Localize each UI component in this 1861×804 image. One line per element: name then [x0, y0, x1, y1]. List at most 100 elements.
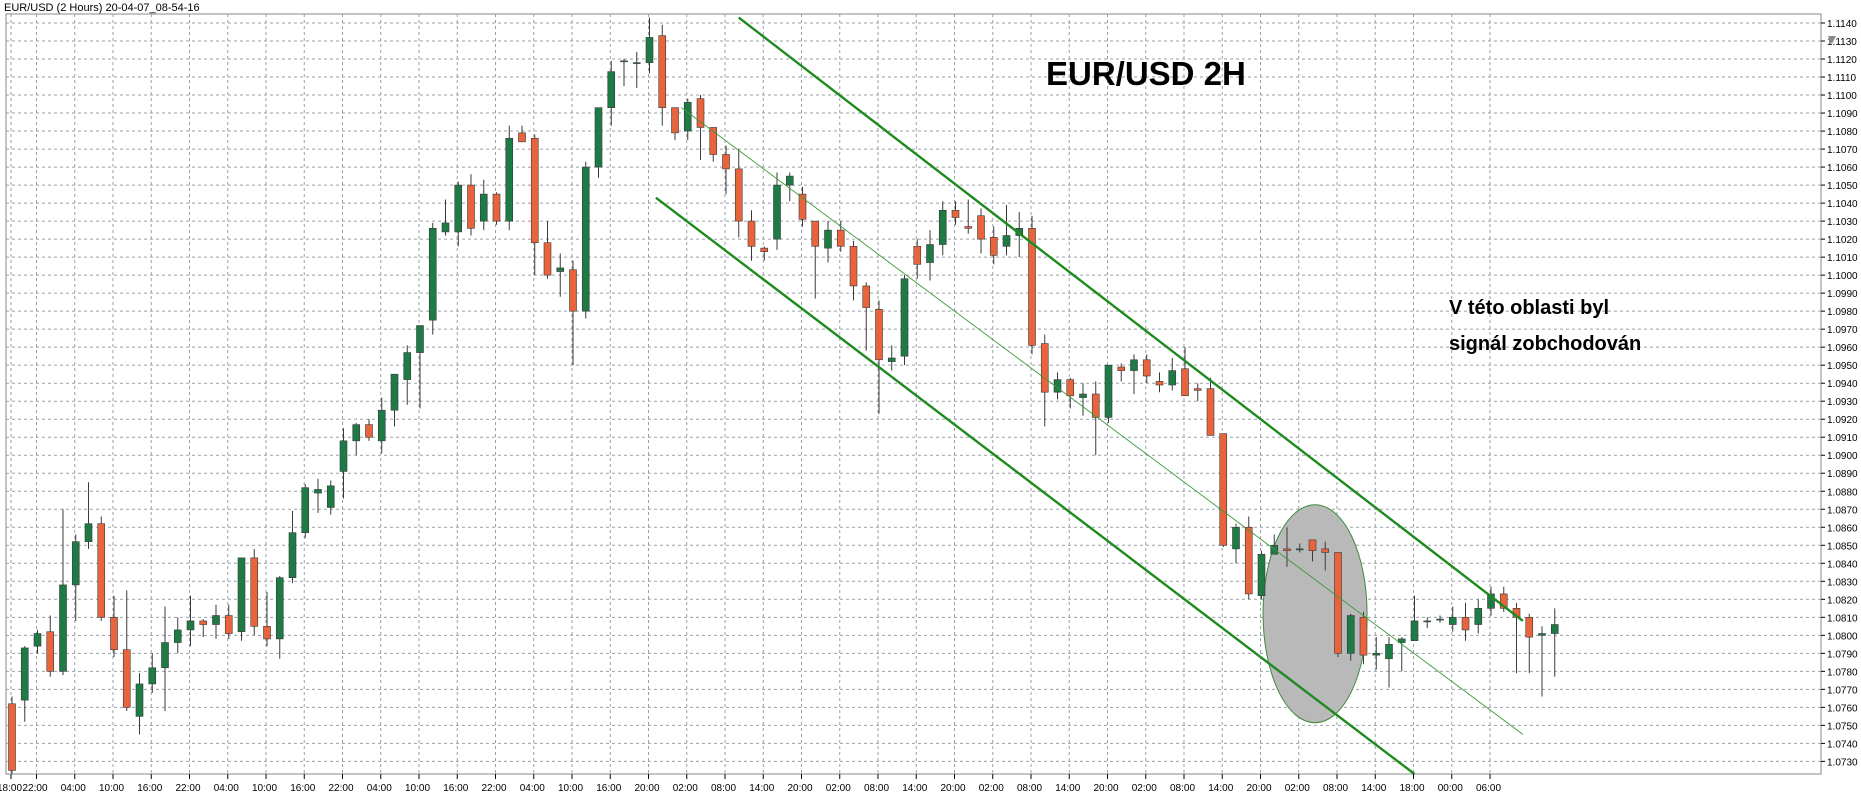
candle-body-bull [556, 267, 565, 272]
y-tick-label: 1.0940 [1827, 379, 1858, 390]
candle [454, 181, 463, 247]
candle-body-bull [135, 683, 144, 717]
candle [1181, 347, 1189, 397]
candle-body-bull [1474, 608, 1483, 625]
candle-body-bull [428, 228, 437, 321]
candle [161, 606, 169, 711]
candle [1219, 433, 1228, 548]
y-tick-label: 1.1020 [1827, 235, 1858, 246]
candle [1270, 534, 1279, 555]
candle-body-bull [161, 642, 169, 669]
y-tick-label: 1.0760 [1827, 703, 1858, 714]
candle [581, 161, 590, 319]
candle-body-bull [1257, 553, 1266, 597]
annotation-line-1: V této oblasti byl [1449, 297, 1609, 319]
y-tick-label: 1.1030 [1827, 217, 1858, 228]
candle-body-bull [59, 584, 67, 672]
x-tick-label: 02:00 [1132, 783, 1157, 794]
candle-body-bull [1104, 364, 1113, 418]
x-tick-label: 14:00 [1055, 783, 1080, 794]
y-tick-label: 1.0740 [1827, 739, 1858, 750]
overlays [655, 16, 1524, 774]
candle-body-bear [989, 237, 998, 256]
candle-body-bear [849, 246, 858, 287]
candle-body-bear [569, 269, 577, 312]
candle-body-bear [467, 184, 475, 229]
candle-body-bull [773, 184, 781, 240]
y-tick-label: 1.1100 [1827, 91, 1857, 102]
candle-body-bull [1372, 653, 1381, 656]
candle-body-bear [671, 107, 679, 134]
x-tick-label: 08:00 [1323, 783, 1348, 794]
candle [59, 509, 67, 675]
channel-lower-line[interactable] [655, 196, 1416, 774]
candle-body-bear [492, 193, 501, 222]
candle [862, 282, 871, 351]
y-tick-label: 1.1040 [1827, 199, 1858, 210]
candle [110, 595, 118, 657]
candle [1232, 523, 1240, 564]
candle [1002, 204, 1011, 256]
candle [403, 345, 412, 405]
candle [1028, 215, 1036, 355]
candle [632, 51, 641, 88]
y-tick-label: 1.0870 [1827, 505, 1858, 516]
candle [479, 179, 488, 231]
candle-body-bull [1550, 624, 1559, 634]
candle [33, 629, 42, 654]
candle-body-bear [836, 229, 845, 247]
candle [760, 246, 769, 261]
candle [964, 199, 973, 234]
y-tick-label: 1.0830 [1827, 577, 1858, 588]
candle-body-bull [1448, 617, 1457, 625]
candle [288, 511, 297, 584]
channel-mid-line[interactable] [681, 107, 1524, 735]
x-tick-label: 04:00 [61, 783, 86, 794]
candle-body-bull [454, 184, 463, 233]
chart-shift-marker[interactable] [1828, 36, 1836, 44]
x-tick-label: 14:00 [902, 783, 927, 794]
candle [275, 575, 284, 659]
candle [658, 24, 667, 126]
candle [1538, 626, 1546, 697]
candle [951, 201, 960, 225]
candle [173, 617, 182, 654]
x-tick-label: 14:00 [1361, 783, 1386, 794]
candle [1423, 617, 1432, 629]
x-tick-label: 08:00 [1170, 783, 1195, 794]
y-tick-label: 1.0800 [1827, 631, 1858, 642]
candle [1385, 637, 1393, 688]
candle-body-bull [1232, 526, 1240, 550]
candle [849, 240, 858, 301]
candle [824, 221, 832, 263]
candle-body-bull [71, 541, 80, 586]
candle [696, 95, 705, 160]
x-tick-label: 16:00 [443, 783, 468, 794]
candle [492, 192, 501, 225]
candle-body-bull [377, 409, 386, 442]
y-tick-label: 1.1050 [1827, 181, 1858, 192]
candle [1283, 527, 1291, 567]
candle [926, 230, 934, 281]
candle-body-bull [212, 615, 220, 625]
candle [747, 210, 756, 261]
candle [913, 239, 922, 279]
x-tick-label: 14:00 [1208, 783, 1233, 794]
candle [607, 60, 616, 126]
candle-body-bear [1181, 368, 1189, 397]
y-tick-label: 1.0930 [1827, 397, 1858, 408]
candle-body-bull [237, 557, 246, 633]
channel-upper-line[interactable] [738, 16, 1524, 622]
candle [377, 397, 386, 454]
y-tick-label: 1.0890 [1827, 469, 1858, 480]
x-tick-label: 22:00 [329, 783, 354, 794]
candle-body-bull [594, 107, 603, 168]
signal-highlight-ellipse[interactable] [1262, 504, 1368, 724]
x-tick-label: 02:00 [673, 783, 698, 794]
candle-body-bull [1385, 644, 1393, 660]
candle-body-bull [1487, 593, 1495, 609]
candle [186, 595, 195, 647]
candle [556, 253, 565, 297]
